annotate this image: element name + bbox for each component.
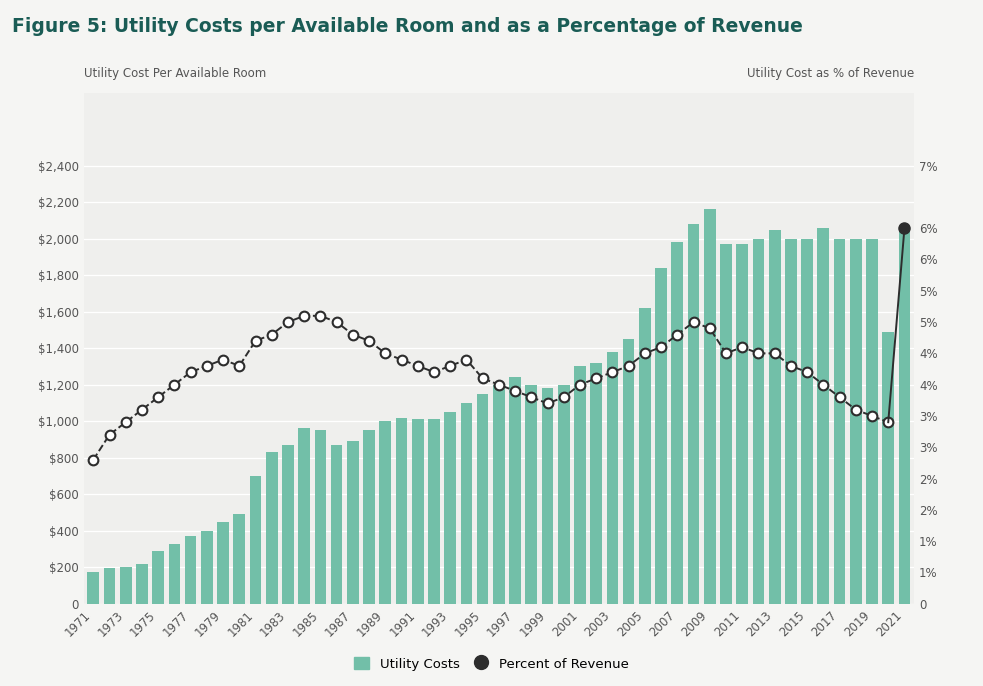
- Bar: [574, 366, 586, 604]
- Bar: [136, 565, 147, 604]
- Bar: [623, 339, 634, 604]
- Bar: [818, 228, 830, 604]
- Bar: [412, 419, 424, 604]
- Bar: [429, 419, 439, 604]
- Bar: [396, 418, 407, 604]
- Bar: [87, 571, 99, 604]
- Bar: [493, 385, 504, 604]
- Bar: [315, 430, 326, 604]
- Bar: [704, 209, 716, 604]
- Bar: [185, 536, 197, 604]
- Bar: [526, 385, 537, 604]
- Bar: [801, 239, 813, 604]
- Bar: [331, 445, 342, 604]
- Bar: [120, 567, 132, 604]
- Bar: [834, 239, 845, 604]
- Bar: [736, 244, 748, 604]
- Bar: [364, 430, 375, 604]
- Bar: [558, 385, 569, 604]
- Bar: [509, 377, 521, 604]
- Bar: [379, 421, 391, 604]
- Bar: [656, 268, 666, 604]
- Text: Figure 5: Utility Costs per Available Room and as a Percentage of Revenue: Figure 5: Utility Costs per Available Ro…: [12, 17, 803, 36]
- Bar: [444, 412, 456, 604]
- Bar: [866, 239, 878, 604]
- Bar: [753, 239, 765, 604]
- Bar: [785, 239, 797, 604]
- Bar: [103, 568, 115, 604]
- Bar: [542, 388, 553, 604]
- Bar: [688, 224, 699, 604]
- Bar: [233, 514, 245, 604]
- Legend: Utility Costs, Percent of Revenue: Utility Costs, Percent of Revenue: [348, 652, 635, 676]
- Bar: [850, 239, 862, 604]
- Bar: [898, 231, 910, 604]
- Text: Utility Cost as % of Revenue: Utility Cost as % of Revenue: [747, 67, 914, 80]
- Bar: [282, 445, 294, 604]
- Bar: [477, 394, 489, 604]
- Bar: [168, 545, 180, 604]
- Bar: [299, 429, 310, 604]
- Bar: [250, 476, 261, 604]
- Text: Utility Cost Per Available Room: Utility Cost Per Available Room: [84, 67, 265, 80]
- Bar: [639, 308, 651, 604]
- Bar: [461, 403, 472, 604]
- Bar: [883, 332, 895, 604]
- Bar: [591, 363, 602, 604]
- Bar: [201, 531, 212, 604]
- Bar: [217, 521, 229, 604]
- Bar: [607, 352, 618, 604]
- Bar: [769, 230, 781, 604]
- Bar: [266, 452, 277, 604]
- Bar: [347, 441, 359, 604]
- Bar: [721, 244, 731, 604]
- Bar: [671, 242, 683, 604]
- Bar: [152, 551, 164, 604]
